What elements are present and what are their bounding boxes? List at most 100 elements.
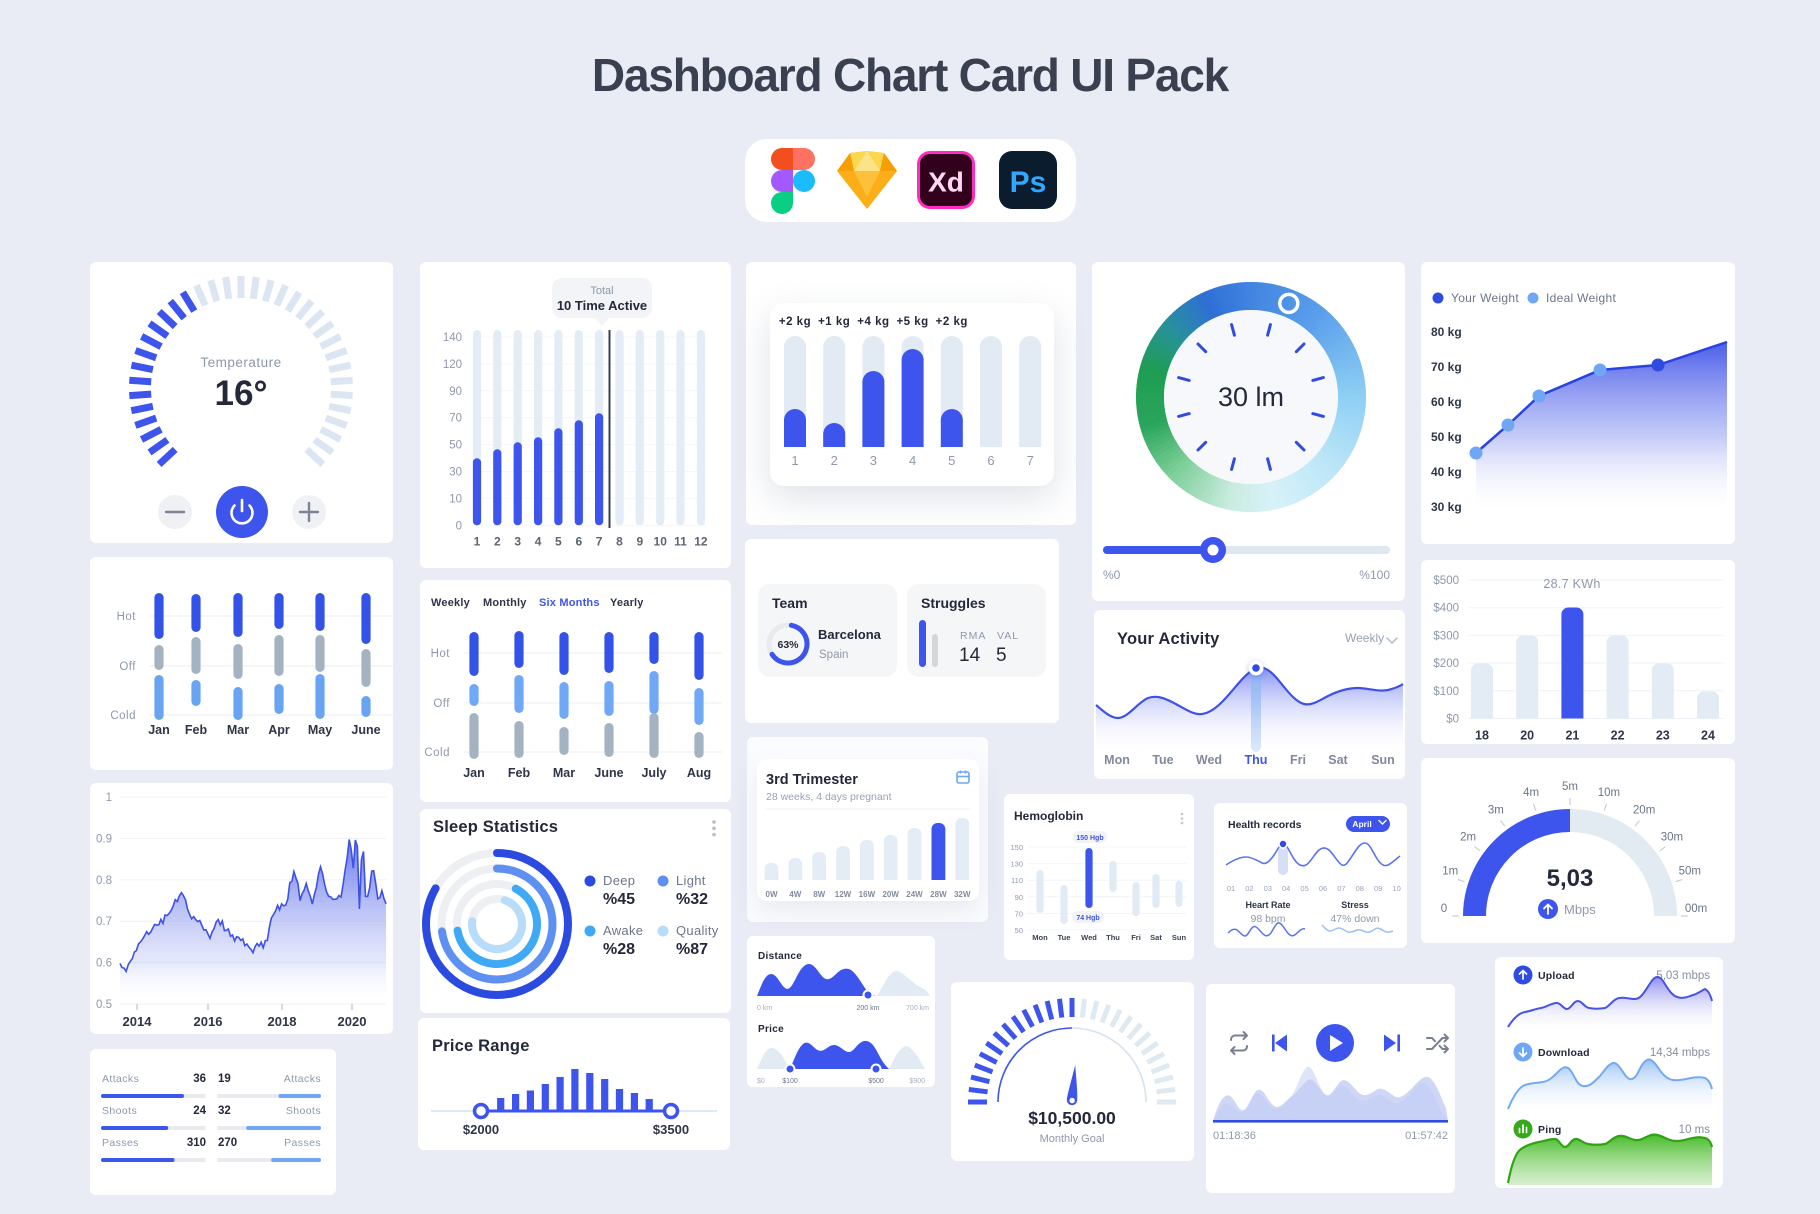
svg-text:63%: 63%	[777, 639, 799, 651]
svg-text:70: 70	[1015, 909, 1023, 918]
svg-text:Ping: Ping	[1538, 1124, 1562, 1136]
svg-text:Barcelona: Barcelona	[818, 627, 882, 642]
svg-text:Monthly: Monthly	[483, 597, 527, 609]
svg-text:7: 7	[1027, 453, 1034, 468]
svg-text:5,03: 5,03	[1547, 865, 1594, 892]
svg-text:20W: 20W	[882, 890, 899, 899]
svg-text:30 kg: 30 kg	[1431, 500, 1462, 514]
svg-text:$100: $100	[1433, 686, 1459, 698]
svg-text:0.7: 0.7	[96, 916, 112, 928]
svg-text:Team: Team	[772, 595, 808, 611]
svg-text:14: 14	[959, 645, 981, 666]
svg-text:Distance: Distance	[758, 951, 802, 962]
svg-text:08: 08	[1356, 884, 1364, 893]
svg-text:23: 23	[1656, 729, 1670, 743]
svg-text:Feb: Feb	[508, 766, 531, 780]
svg-text:Fri: Fri	[1131, 933, 1141, 942]
svg-text:Fri: Fri	[1290, 753, 1306, 767]
svg-text:Ps: Ps	[1010, 166, 1047, 199]
svg-text:90: 90	[1015, 893, 1023, 902]
svg-text:310: 310	[187, 1137, 206, 1149]
svg-text:2: 2	[494, 534, 501, 548]
svg-text:01: 01	[1227, 884, 1235, 893]
svg-text:32: 32	[218, 1105, 231, 1117]
svg-text:+2 kg: +2 kg	[779, 316, 811, 328]
svg-text:2016: 2016	[194, 1014, 223, 1029]
svg-text:VAL: VAL	[997, 630, 1019, 642]
svg-text:09: 09	[1374, 884, 1382, 893]
svg-text:RMA: RMA	[960, 630, 986, 642]
svg-text:Sleep Statistics: Sleep Statistics	[433, 818, 558, 836]
svg-text:4: 4	[909, 453, 916, 468]
svg-text:21: 21	[1565, 729, 1579, 743]
svg-text:70: 70	[449, 413, 462, 425]
svg-text:4: 4	[535, 534, 542, 548]
svg-text:Hemoglobin: Hemoglobin	[1014, 809, 1083, 823]
svg-text:Upload: Upload	[1538, 970, 1575, 982]
svg-text:3m: 3m	[1488, 804, 1504, 816]
svg-text:3: 3	[514, 534, 521, 548]
svg-text:April: April	[1352, 819, 1371, 829]
svg-text:3rd Trimester: 3rd Trimester	[766, 772, 858, 788]
svg-text:24W: 24W	[906, 890, 923, 899]
svg-text:20m: 20m	[1633, 804, 1655, 816]
svg-text:12W: 12W	[835, 890, 852, 899]
svg-text:01:18:36: 01:18:36	[1213, 1130, 1256, 1142]
svg-text:Sat: Sat	[1150, 933, 1162, 942]
svg-text:June: June	[594, 766, 623, 780]
svg-text:700 km: 700 km	[906, 1005, 929, 1012]
svg-text:10: 10	[449, 493, 462, 505]
svg-text:5: 5	[948, 453, 955, 468]
svg-text:Shoots: Shoots	[286, 1105, 321, 1117]
svg-text:2m: 2m	[1460, 831, 1476, 843]
svg-text:0.8: 0.8	[96, 875, 112, 887]
svg-text:0 km: 0 km	[757, 1005, 772, 1012]
svg-text:Quality: Quality	[676, 923, 719, 938]
svg-text:5,03 mbps: 5,03 mbps	[1656, 970, 1710, 982]
svg-text:Sat: Sat	[1328, 753, 1348, 767]
svg-text:10m: 10m	[1598, 787, 1620, 799]
svg-text:14,34 mbps: 14,34 mbps	[1650, 1047, 1710, 1059]
svg-text:July: July	[641, 766, 666, 780]
svg-text:11: 11	[674, 534, 687, 548]
svg-text:5: 5	[996, 645, 1007, 666]
svg-text:5: 5	[555, 534, 562, 548]
svg-text:36: 36	[193, 1073, 206, 1085]
svg-text:Struggles: Struggles	[921, 595, 986, 611]
svg-text:2018: 2018	[268, 1014, 297, 1029]
svg-text:20: 20	[1520, 729, 1534, 743]
svg-text:Thu: Thu	[1106, 933, 1120, 942]
svg-text:6: 6	[987, 453, 994, 468]
svg-text:00m: 00m	[1685, 903, 1707, 915]
svg-text:Sun: Sun	[1172, 933, 1187, 942]
svg-text:$400: $400	[1433, 603, 1459, 615]
svg-text:50 kg: 50 kg	[1431, 430, 1462, 444]
svg-text:Monthly Goal: Monthly Goal	[1040, 1133, 1105, 1145]
svg-text:$2000: $2000	[463, 1122, 499, 1137]
svg-text:120: 120	[443, 359, 462, 371]
svg-text:%32: %32	[676, 891, 708, 908]
svg-text:10 ms: 10 ms	[1679, 1124, 1711, 1136]
svg-text:10: 10	[1392, 884, 1400, 893]
svg-text:+4 kg: +4 kg	[857, 316, 889, 328]
svg-text:Tue: Tue	[1152, 753, 1173, 767]
svg-text:0: 0	[1441, 903, 1447, 915]
svg-text:200 km: 200 km	[857, 1005, 880, 1012]
svg-text:16W: 16W	[859, 890, 876, 899]
svg-text:Your Activity: Your Activity	[1117, 630, 1220, 648]
svg-text:1: 1	[474, 534, 481, 548]
svg-text:$0: $0	[757, 1078, 765, 1085]
svg-text:07: 07	[1337, 884, 1345, 893]
svg-text:Ideal Weight: Ideal Weight	[1546, 291, 1616, 305]
svg-text:$10,500.00: $10,500.00	[1028, 1108, 1116, 1128]
svg-text:Thu: Thu	[1245, 753, 1268, 767]
svg-text:05: 05	[1300, 884, 1308, 893]
svg-text:Cold: Cold	[424, 747, 450, 759]
svg-text:2014: 2014	[123, 1014, 153, 1029]
svg-text:4W: 4W	[789, 890, 801, 899]
svg-text:0.6: 0.6	[96, 958, 112, 970]
svg-text:30 lm: 30 lm	[1218, 382, 1284, 412]
svg-text:150: 150	[1010, 843, 1023, 852]
svg-text:%28: %28	[603, 941, 635, 958]
svg-text:Hot: Hot	[117, 611, 137, 623]
